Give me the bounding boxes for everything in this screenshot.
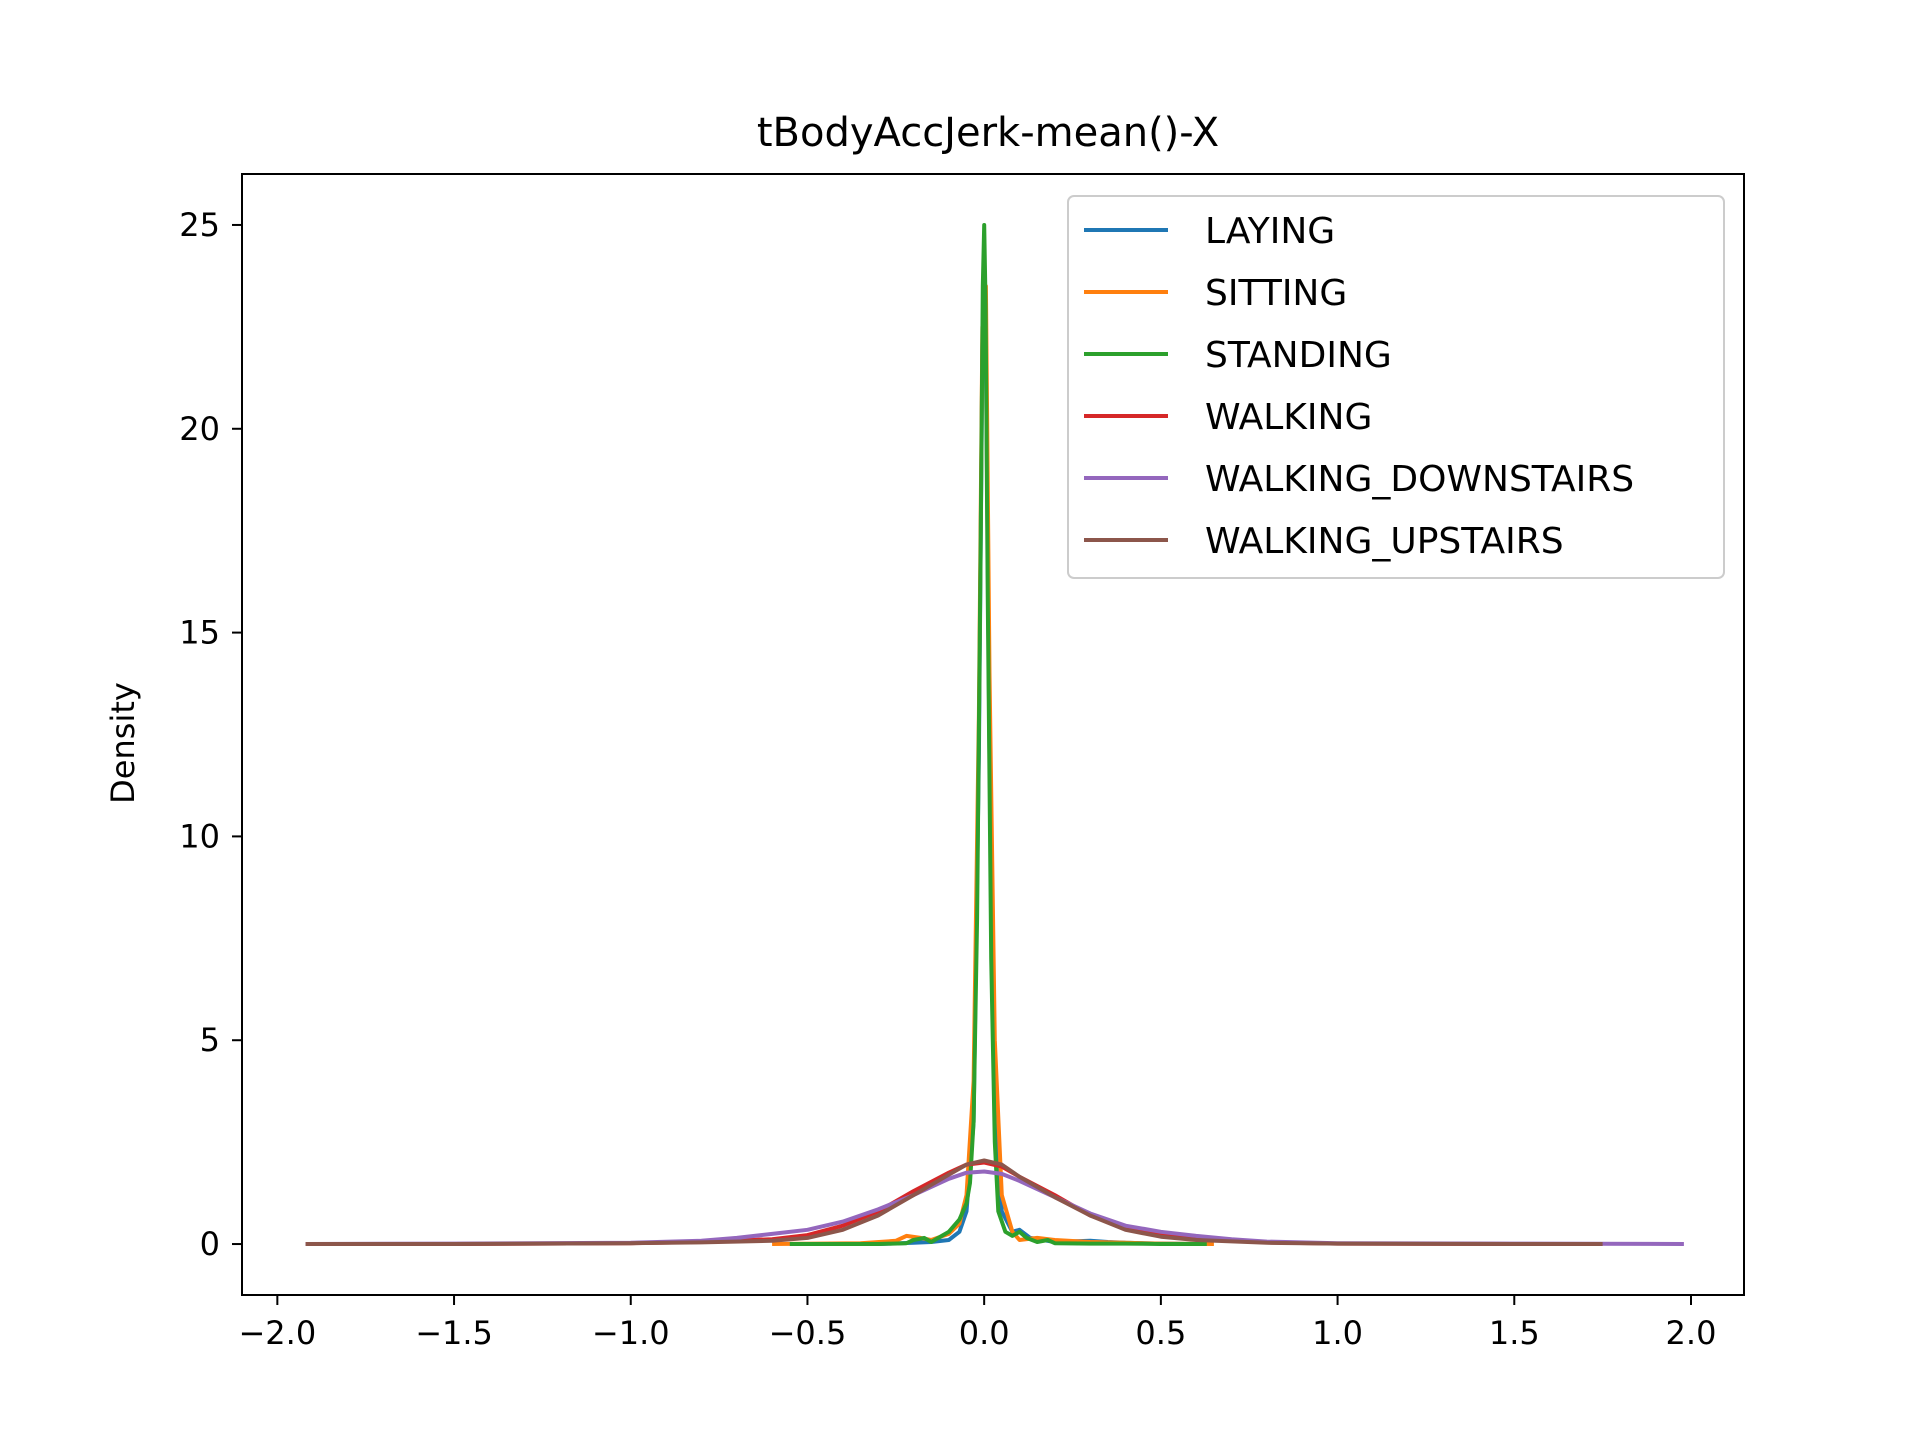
legend-label: SITTING (1205, 273, 1347, 314)
y-axis: 0 5 10 15 20 25 (179, 206, 242, 1263)
legend-label: LAYING (1205, 211, 1335, 252)
y-tick-label: 10 (179, 817, 220, 855)
y-tick-label: 20 (179, 410, 220, 448)
x-tick-label: 0.5 (1135, 1314, 1186, 1352)
x-tick-label: 2.0 (1666, 1314, 1717, 1352)
legend-box (1067, 195, 1725, 579)
legend: LAYING SITTING STANDING WALKING WALKING_DOWN… (1067, 195, 1725, 579)
legend-label: STANDING (1205, 335, 1392, 376)
legend-label: WALKING_UPSTAIRS (1205, 521, 1564, 562)
legend-label: WALKING (1205, 397, 1372, 438)
x-tick-label: −1.0 (592, 1314, 670, 1352)
series-line-walking (305, 1160, 1603, 1246)
y-tick-label: 5 (200, 1021, 220, 1059)
plot-frame (241, 173, 1745, 1296)
series-line-standing (789, 223, 1207, 1246)
series-line-walking-upstairs (305, 1158, 1603, 1246)
y-tick-label: 15 (179, 614, 220, 652)
x-tick-label: 0.0 (959, 1314, 1010, 1352)
legend-label: WALKING_DOWNSTAIRS (1205, 459, 1634, 500)
x-tick-label: −0.5 (769, 1314, 847, 1352)
x-tick-label: 1.0 (1312, 1314, 1363, 1352)
x-axis: −2.0 −1.5 −1.0 −0.5 0.0 0.5 1.0 1.5 2.0 (238, 1295, 1716, 1352)
series-layer (305, 223, 1684, 1246)
x-tick-label: −1.5 (415, 1314, 493, 1352)
y-tick-label: 25 (179, 206, 220, 244)
series-line-walking-downstairs (305, 1169, 1684, 1246)
x-tick-label: 1.5 (1489, 1314, 1540, 1352)
x-tick-label: −2.0 (238, 1314, 316, 1352)
y-axis-label: Density (104, 682, 142, 804)
chart-title: tBodyAccJerk-mean()-X (757, 110, 1219, 156)
y-tick-label: 0 (200, 1225, 220, 1263)
